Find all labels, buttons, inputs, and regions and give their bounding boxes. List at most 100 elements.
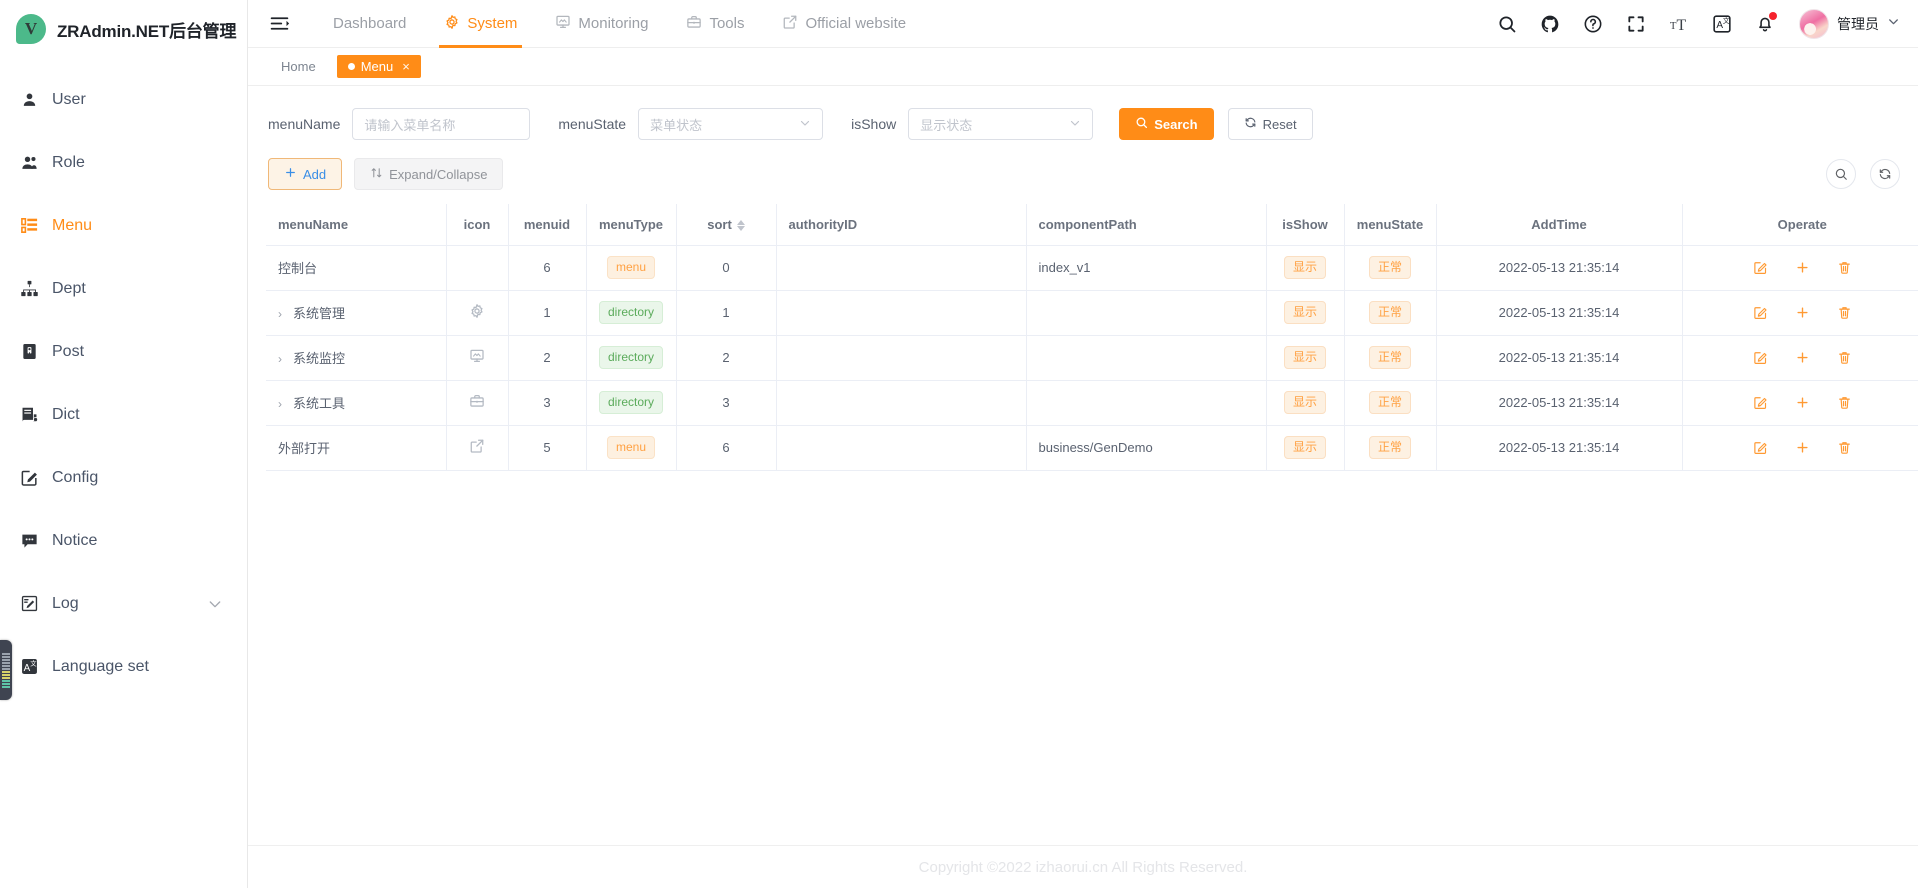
reset-button[interactable]: Reset bbox=[1227, 108, 1313, 140]
component-path-text: business/GenDemo bbox=[1038, 440, 1153, 455]
filter-menu-state: menuState 菜单状态 bbox=[558, 108, 824, 140]
sidebar-item-log[interactable]: Log bbox=[0, 572, 247, 635]
font-size-icon[interactable]: T T bbox=[1668, 13, 1689, 34]
hamburger-fold-icon[interactable] bbox=[266, 11, 292, 37]
edit-icon[interactable] bbox=[1753, 305, 1768, 320]
cell-sort: 2 bbox=[676, 335, 777, 381]
expand-collapse-button[interactable]: Expand/Collapse bbox=[354, 158, 504, 190]
menu-name-label: menuName bbox=[268, 116, 341, 132]
table-row[interactable]: 外部打开 5 menu 6 business/GenDemo 显示 正常 2022-05-13… bbox=[266, 425, 1918, 471]
add-time-text: 2022-05-13 21:35:14 bbox=[1498, 260, 1620, 275]
external-link-icon bbox=[469, 438, 485, 454]
menuid-text: 3 bbox=[543, 395, 551, 410]
table-header-row: menuName icon menuid menuType sort authorityI… bbox=[266, 204, 1918, 246]
svg-text:A: A bbox=[1716, 20, 1723, 31]
row-expand-icon[interactable]: › bbox=[278, 352, 282, 366]
tab-menu[interactable]: Menu × bbox=[336, 55, 421, 78]
sidebar-item-dept[interactable]: Dept bbox=[0, 257, 247, 320]
user-menu[interactable]: 管理员 bbox=[1799, 8, 1900, 39]
cell-sort: 0 bbox=[676, 245, 777, 291]
row-expand-icon[interactable]: › bbox=[278, 397, 282, 411]
plus-icon[interactable] bbox=[1795, 260, 1810, 275]
sidebar-item-post[interactable]: Post bbox=[0, 320, 247, 383]
menu-state-select[interactable]: 菜单状态 bbox=[638, 108, 824, 140]
nav-link-tools[interactable]: Tools bbox=[667, 0, 763, 47]
row-operations bbox=[1695, 260, 1911, 275]
help-circle-icon[interactable] bbox=[1582, 13, 1603, 34]
cell-menustate: 正常 bbox=[1344, 425, 1437, 471]
close-icon[interactable]: × bbox=[402, 59, 410, 74]
plus-icon[interactable] bbox=[1795, 305, 1810, 320]
github-icon[interactable] bbox=[1539, 13, 1560, 34]
refresh-icon[interactable] bbox=[1870, 159, 1900, 189]
edit-icon[interactable] bbox=[1753, 395, 1768, 410]
delete-icon[interactable] bbox=[1837, 440, 1852, 455]
reset-button-label: Reset bbox=[1262, 116, 1297, 132]
tab-home[interactable]: Home bbox=[270, 55, 327, 78]
sidebar-item-notice[interactable]: Notice bbox=[0, 509, 247, 572]
translate-icon[interactable]: A 文 bbox=[1711, 13, 1732, 34]
nav-link-system[interactable]: System bbox=[425, 0, 536, 48]
cell-authorityid bbox=[776, 380, 1027, 426]
table-row[interactable]: › 系统监控 2 directory 2 显示 正常 2022-05-13 21:35:14 bbox=[266, 335, 1918, 381]
sidebar-item-menu[interactable]: Menu bbox=[0, 194, 247, 257]
cell-sort: 1 bbox=[676, 290, 777, 336]
row-expand-icon[interactable]: › bbox=[278, 307, 282, 321]
table-row[interactable]: › 系统管理 1 directory 1 显示 正常 2022-05-13 21:35:14 bbox=[266, 290, 1918, 336]
fullscreen-icon[interactable] bbox=[1625, 13, 1646, 34]
add-time-text: 2022-05-13 21:35:14 bbox=[1498, 305, 1620, 320]
edit-icon[interactable] bbox=[1753, 260, 1768, 275]
sort-toggle-icon[interactable] bbox=[736, 219, 745, 231]
search-icon[interactable] bbox=[1826, 159, 1856, 189]
users-icon bbox=[20, 153, 39, 172]
edit-icon[interactable] bbox=[1753, 440, 1768, 455]
delete-icon[interactable] bbox=[1837, 350, 1852, 365]
monitor-icon bbox=[555, 14, 571, 34]
is-show-select[interactable]: 显示状态 bbox=[908, 108, 1094, 140]
column-header-sort[interactable]: sort bbox=[676, 204, 777, 246]
plus-icon[interactable] bbox=[1795, 395, 1810, 410]
bell-icon[interactable] bbox=[1754, 12, 1777, 34]
cell-authorityid bbox=[776, 335, 1027, 381]
search-button[interactable]: Search bbox=[1119, 108, 1214, 140]
sidebar-item-config[interactable]: Config bbox=[0, 446, 247, 509]
column-header-label: componentPath bbox=[1038, 216, 1137, 232]
table-toolbar: Add Expand/Collapse bbox=[266, 140, 1900, 190]
table-row[interactable]: › 系统工具 3 directory 3 显示 正常 2022-05-13 21:35:14 bbox=[266, 380, 1918, 426]
sidebar-menu: User Role Menu Dept Post Dict Config Notice Log A… bbox=[0, 58, 247, 698]
plus-icon[interactable] bbox=[1795, 440, 1810, 455]
column-header-label: Operate bbox=[1777, 216, 1827, 232]
nav-link-official-website[interactable]: Official website bbox=[763, 0, 925, 47]
cell-menuname: › 系统工具 bbox=[266, 380, 447, 426]
add-button[interactable]: Add bbox=[268, 158, 343, 190]
chevron-down-icon[interactable] bbox=[207, 596, 223, 612]
menu-name-input[interactable]: 请输入菜单名称 bbox=[352, 108, 531, 140]
cell-menutype: directory bbox=[586, 380, 677, 426]
plus-icon bbox=[284, 166, 297, 182]
menu-type-tag: directory bbox=[598, 391, 663, 414]
nav-link-monitoring[interactable]: Monitoring bbox=[536, 0, 667, 47]
table-row[interactable]: 控制台 6 menu 0 index_v1 显示 正常 2022-05-13 21:35:14 bbox=[266, 245, 1918, 291]
delete-icon[interactable] bbox=[1837, 395, 1852, 410]
sidebar-item-user[interactable]: User bbox=[0, 68, 247, 131]
sidebar-item-role[interactable]: Role bbox=[0, 131, 247, 194]
search-icon[interactable] bbox=[1496, 13, 1517, 34]
settings-drawer-handle[interactable] bbox=[0, 640, 12, 700]
main-area: Dashboard System Monitoring Tools Official w… bbox=[248, 0, 1918, 888]
brand[interactable]: V ZRAdmin.NET后台管理 bbox=[0, 0, 247, 58]
menu-type-tag: directory bbox=[598, 301, 663, 324]
sidebar-item-dict[interactable]: Dict bbox=[0, 383, 247, 446]
plus-icon[interactable] bbox=[1795, 350, 1810, 365]
edit-icon[interactable] bbox=[1753, 350, 1768, 365]
sidebar-item-language-set[interactable]: A 文 Language set bbox=[0, 635, 247, 698]
navbar-actions: T T A 文 bbox=[1496, 8, 1900, 39]
filter-form: menuName 请输入菜单名称 menuState 菜单状态 isShow bbox=[266, 86, 1900, 140]
cell-menustate: 正常 bbox=[1344, 335, 1437, 381]
delete-icon[interactable] bbox=[1837, 260, 1852, 275]
is-show-value: 显示状态 bbox=[920, 117, 973, 133]
column-header-label: icon bbox=[463, 216, 491, 232]
sidebar-item-label: Notice bbox=[52, 531, 98, 549]
delete-icon[interactable] bbox=[1837, 305, 1852, 320]
nav-link-dashboard[interactable]: Dashboard bbox=[314, 0, 425, 47]
cell-menutype: menu bbox=[586, 425, 677, 471]
